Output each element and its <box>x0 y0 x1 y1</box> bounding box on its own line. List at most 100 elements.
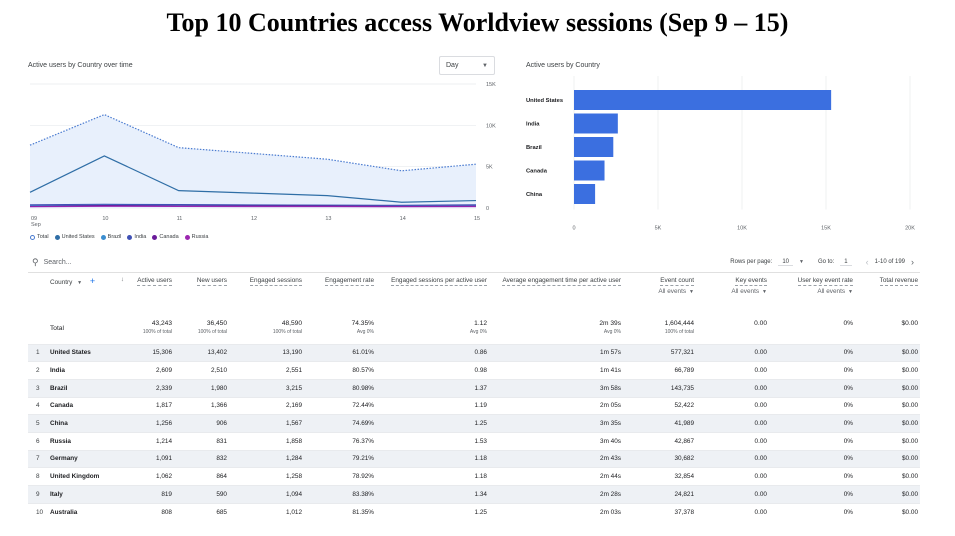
column-header-user-key-event-rate[interactable]: User key event rate All events ▼ <box>769 276 855 314</box>
event-filter-select[interactable]: All events ▼ <box>817 288 853 295</box>
table-row[interactable]: 1 United States 15,306 13,402 13,190 61.01% 0.… <box>28 343 920 362</box>
event-filter-select[interactable]: All events ▼ <box>731 288 767 295</box>
legend-dot <box>100 234 106 240</box>
table-cell: 1.37 <box>376 378 489 398</box>
granularity-dropdown[interactable]: Day ▼ <box>439 56 495 75</box>
total-value: 43,243 <box>151 320 172 327</box>
chevron-down-icon: ▼ <box>762 289 767 295</box>
column-header-country[interactable]: Country ▼ + <box>48 276 114 314</box>
table-row[interactable]: 5 China 1,256 906 1,567 74.69% 1.25 3m 35s 41,98… <box>28 414 920 433</box>
table-row[interactable]: 9 Italy 819 590 1,094 83.38% 1.34 2m 28s 24,821 0… <box>28 485 920 504</box>
add-dimension-icon[interactable]: + <box>89 276 96 286</box>
table-cell: 0% <box>769 414 855 433</box>
search-box[interactable]: ⚲ Search... <box>32 257 72 268</box>
table-cell: $0.00 <box>855 449 920 468</box>
granularity-value: Day <box>446 62 459 69</box>
table-cell: 2m 44s <box>489 467 623 486</box>
table-cell: 3,215 <box>229 378 304 398</box>
event-filter-select[interactable]: All events ▼ <box>658 288 694 295</box>
column-header-engaged-sessions[interactable]: Engaged sessions <box>229 276 304 314</box>
table-cell: 832 <box>174 449 229 468</box>
column-header-label: Average engagement time per active user <box>502 277 621 286</box>
column-header-new-users[interactable]: New users <box>174 276 229 314</box>
table-cell: 66,789 <box>623 361 696 380</box>
goto-input[interactable]: 1 <box>840 259 852 266</box>
legend-label: Brazil <box>107 234 122 240</box>
total-cell: 0.00 <box>696 314 769 344</box>
table-cell: 0.00 <box>696 343 769 362</box>
table-cell: 1.25 <box>376 414 489 433</box>
bar-india <box>574 113 618 134</box>
bar-chart-card: Active users by Country 0 5K 10K 15K 20K Unit… <box>526 56 926 236</box>
table-row[interactable]: 7 Germany 1,091 832 1,284 79.21% 1.18 2m 43s 30,… <box>28 449 920 468</box>
y-tick-label: 15K <box>486 82 496 88</box>
table-cell: 1,858 <box>229 431 304 451</box>
table-cell: 1,062 <box>126 467 174 486</box>
table-cell: 0% <box>769 485 855 504</box>
table-row[interactable]: 4 Canada 1,817 1,366 2,169 72.44% 1.19 2m 05s 52… <box>28 396 920 415</box>
legend-item-india[interactable]: India <box>127 234 146 240</box>
rows-per-page-select[interactable]: 10 <box>778 259 793 266</box>
table-cell: 72.44% <box>304 396 376 415</box>
series-area-total <box>30 114 476 208</box>
chevron-down-icon[interactable]: ▼ <box>77 280 83 286</box>
total-cell: 0% <box>769 314 855 344</box>
column-header-key-events[interactable]: Key events All events ▼ <box>696 276 769 314</box>
column-header-total-revenue[interactable]: Total revenue <box>855 276 920 314</box>
row-index: 3 <box>28 378 48 398</box>
total-value: 36,450 <box>206 320 227 327</box>
column-header-average-engagement-time-per-active-user[interactable]: Average engagement time per active user <box>489 276 623 314</box>
x-tick-label: 11 <box>177 216 183 222</box>
slide-title: Top 10 Countries access Worldview sessio… <box>166 8 789 37</box>
x-tick-label: 0 <box>572 226 575 232</box>
table-row[interactable]: 8 United Kingdom 1,062 864 1,258 78.92% 1.18 2m… <box>28 467 920 486</box>
table-cell: 24,821 <box>623 485 696 504</box>
bar-canada <box>574 160 605 181</box>
prev-page-icon[interactable]: ‹ <box>865 257 869 267</box>
column-header-label: Key events <box>735 277 767 286</box>
column-header-active-users[interactable]: Active users <box>126 276 174 314</box>
column-header-event-count[interactable]: Event count All events ▼ <box>623 276 696 314</box>
table-cell: 1.53 <box>376 431 489 451</box>
total-cell: 36,450 100% of total <box>174 314 229 344</box>
next-page-icon[interactable]: › <box>911 257 914 267</box>
legend-item-total[interactable]: Total <box>30 234 49 240</box>
legend-item-russia[interactable]: Russia <box>184 234 208 240</box>
table-cell: 61.01% <box>304 343 376 362</box>
table-cell: $0.00 <box>855 467 920 486</box>
column-header-engagement-rate[interactable]: Engagement rate <box>304 276 376 314</box>
table-cell: 79.21% <box>304 449 376 468</box>
search-input[interactable]: Search... <box>43 259 72 266</box>
table-row[interactable]: 3 Brazil 2,339 1,980 3,215 80.98% 1.37 3m 58s 14… <box>28 378 920 398</box>
table-cell: 143,735 <box>623 378 696 398</box>
rows-per-page-label: Rows per page: <box>730 259 773 265</box>
table-cell: 15,306 <box>126 343 174 362</box>
column-header-engaged-sessions-per-active-user[interactable]: Engaged sessions per active user <box>376 276 489 314</box>
legend-item-brazil[interactable]: Brazil <box>100 234 122 240</box>
table-cell: $0.00 <box>855 361 920 380</box>
legend-item-united-states[interactable]: United States <box>54 234 95 240</box>
total-subtext: 100% of total <box>664 329 694 335</box>
table-row[interactable]: 10 Australia 808 685 1,012 81.35% 1.25 2m 03s 37… <box>28 502 920 521</box>
bar-chart-title: Active users by Country <box>526 62 600 69</box>
table-cell: $0.00 <box>855 396 920 415</box>
row-index: 10 <box>28 502 48 521</box>
line-chart-card: Active users by Country over time Day ▼ … <box>28 56 500 246</box>
sort-arrow-icon[interactable]: ↓ <box>120 276 124 283</box>
total-subtext: 100% of total <box>142 329 172 335</box>
legend-label: Canada <box>159 234 179 240</box>
x-tick-label: 12 <box>251 216 257 222</box>
line-chart-title: Active users by Country over time <box>28 62 133 69</box>
chevron-down-icon[interactable]: ▼ <box>799 259 804 265</box>
column-header-label: Engaged sessions per active user <box>391 277 487 286</box>
table-row[interactable]: 6 Russia 1,214 831 1,858 76.37% 1.53 3m 40s 42,8… <box>28 431 920 451</box>
bar-united-states <box>574 90 832 110</box>
row-index: 4 <box>28 396 48 415</box>
table-cell: 2m 05s <box>489 396 623 415</box>
legend-dot <box>127 234 133 240</box>
legend-item-canada[interactable]: Canada <box>152 234 179 240</box>
table-cell: 1.18 <box>376 467 489 486</box>
table-header-row: Country ▼ + ↓ Active users New users Engag… <box>28 276 920 314</box>
table-row[interactable]: 2 India 2,609 2,510 2,551 80.57% 0.98 1m 41s 66,… <box>28 361 920 380</box>
page-range: 1-10 of 199 <box>874 259 905 265</box>
